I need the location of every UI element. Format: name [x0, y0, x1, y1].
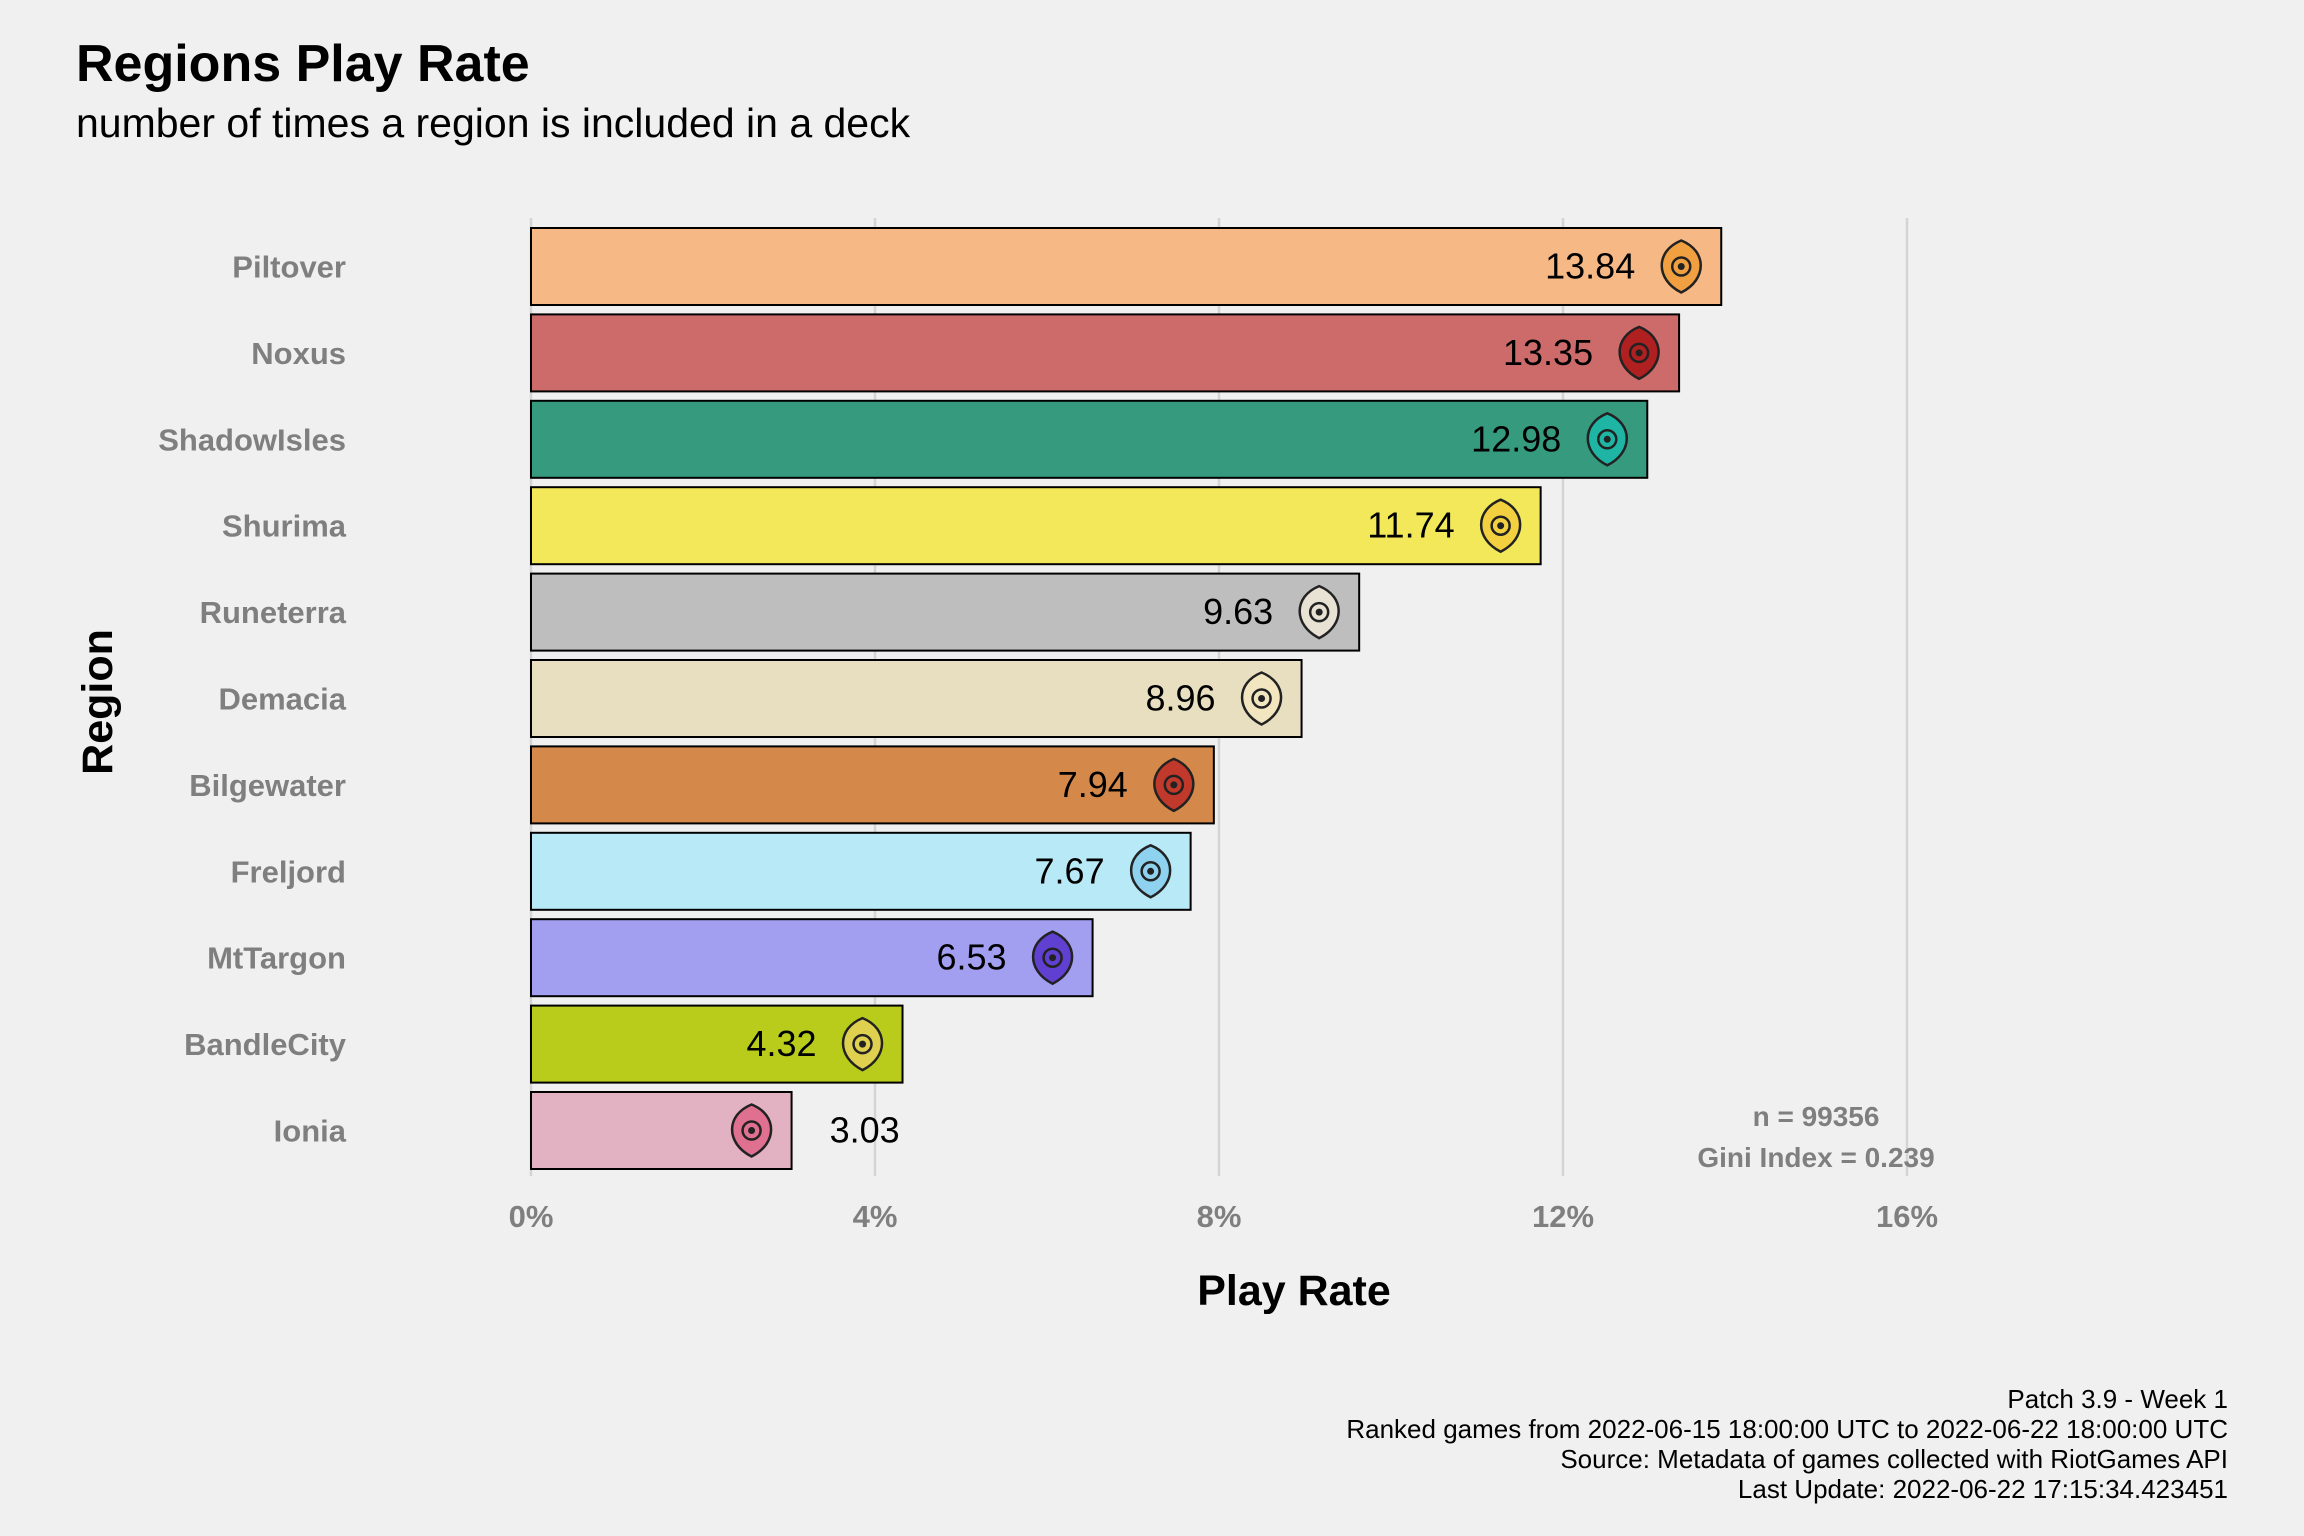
x-tick-label: 12%	[1532, 1199, 1594, 1234]
bar-bilgewater	[530, 745, 1215, 825]
y-tick-label: Runeterra	[200, 595, 347, 630]
data-label: 9.63	[1203, 591, 1273, 632]
bar-mttargon	[530, 918, 1094, 998]
data-label: 7.67	[1035, 850, 1105, 891]
sample-size-annotation: n = 99356	[1753, 1101, 1880, 1132]
bar-shadowisles	[530, 399, 1649, 479]
y-tick-label: BandleCity	[184, 1027, 347, 1062]
bars-group: 13.84 13.35 12.98 11.74 9.63 8.96 7.94 7.67 6.53…	[530, 227, 1723, 1170]
chart-subtitle: number of times a region is included in …	[76, 100, 911, 146]
bar-noxus	[530, 313, 1681, 393]
bilgewater-icon	[1153, 757, 1195, 813]
x-axis-title: Play Rate	[1197, 1267, 1391, 1315]
bar-runeterra	[530, 572, 1361, 652]
data-label: 7.94	[1058, 764, 1128, 805]
bar-demacia	[530, 659, 1303, 738]
x-tick-label: 16%	[1876, 1199, 1938, 1234]
data-label: 12.98	[1471, 418, 1561, 459]
caption-date-range: Ranked games from 2022-06-15 18:00:00 UT…	[1346, 1414, 2228, 1444]
y-tick-labels: Piltover Noxus ShadowIsles Shurima Runeterra…	[158, 250, 347, 1149]
bar-bandlecity	[530, 1004, 904, 1084]
freljord-icon	[1129, 843, 1172, 899]
bandlecity-icon	[841, 1016, 884, 1072]
y-tick-label: Ionia	[274, 1114, 347, 1149]
piltover-icon	[1660, 239, 1702, 294]
bar-freljord	[530, 831, 1192, 911]
mttargon-icon	[1031, 930, 1074, 986]
ionia-icon	[730, 1103, 773, 1158]
demacia-icon	[1240, 671, 1283, 726]
data-label: 8.96	[1145, 678, 1215, 719]
data-label: 3.03	[830, 1110, 900, 1151]
y-tick-label: Freljord	[231, 854, 346, 889]
y-tick-label: ShadowIsles	[158, 422, 346, 457]
y-tick-label: MtTargon	[207, 941, 346, 976]
x-tick-labels: 0% 4% 8% 12% 16%	[509, 1199, 1938, 1234]
data-label: 4.32	[746, 1023, 816, 1064]
caption-last-update: Last Update: 2022-06-22 17:15:34.423451	[1737, 1474, 2228, 1504]
bar-shurima	[530, 486, 1542, 566]
data-label: 11.74	[1367, 505, 1454, 546]
data-label: 6.53	[937, 937, 1007, 978]
y-tick-label: Demacia	[218, 682, 346, 717]
x-tick-label: 4%	[853, 1199, 898, 1234]
noxus-icon	[1618, 325, 1660, 381]
shadowisles-icon	[1586, 411, 1629, 467]
chart-title: Regions Play Rate	[76, 35, 530, 93]
caption: Patch 3.9 - Week 1 Ranked games from 202…	[1346, 1384, 2228, 1504]
bar-piltover	[530, 227, 1723, 306]
runeterra-icon	[1298, 584, 1340, 640]
data-label: 13.84	[1545, 246, 1635, 287]
gini-index-annotation: Gini Index = 0.239	[1697, 1142, 1934, 1173]
caption-source: Source: Metadata of games collected with…	[1560, 1444, 2228, 1474]
y-tick-label: Piltover	[232, 250, 346, 285]
caption-patch: Patch 3.9 - Week 1	[2007, 1384, 2228, 1414]
data-label: 13.35	[1503, 332, 1593, 373]
x-tick-label: 8%	[1197, 1199, 1242, 1234]
y-tick-label: Bilgewater	[189, 768, 346, 803]
y-tick-label: Shurima	[222, 509, 347, 544]
y-tick-label: Noxus	[251, 336, 346, 371]
y-axis-title: Region	[74, 629, 122, 775]
x-tick-label: 0%	[509, 1199, 554, 1234]
shurima-icon	[1479, 498, 1522, 554]
